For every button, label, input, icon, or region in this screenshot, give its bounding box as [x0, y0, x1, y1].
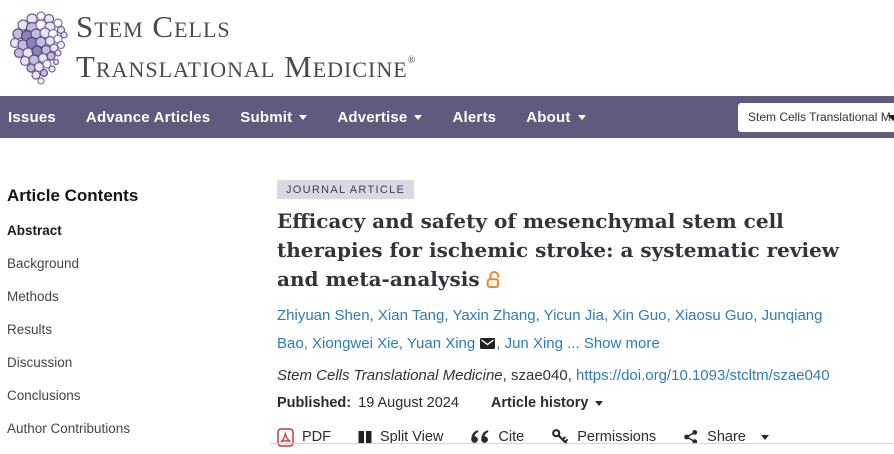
dropdown-arrow-icon — [888, 114, 894, 121]
author-separator: , — [666, 307, 675, 324]
author-separator: , — [398, 335, 407, 352]
chevron-down-icon — [299, 114, 308, 120]
author-link[interactable]: Yuan Xing — [406, 335, 476, 352]
sidebar-item-abstract[interactable]: Abstract — [7, 223, 62, 238]
article-title: Efficacy and safety of mesenchymal stem … — [277, 207, 857, 297]
article-header: JOURNAL ARTICLE Efficacy and safety of m… — [277, 180, 857, 449]
wordmark-line2: Translational Medicine® — [76, 49, 416, 84]
pdf-button[interactable]: PDF — [277, 427, 331, 447]
author-separator: , — [753, 307, 762, 324]
author-separator: , — [535, 307, 544, 324]
action-bar: PDF Split View Cite Permissions Share — [277, 425, 857, 449]
author-link[interactable]: Yicun Jia — [543, 307, 604, 324]
article-history-button[interactable]: Article history — [491, 395, 604, 411]
sidebar-item-background[interactable]: Background — [7, 256, 80, 271]
journal-article-badge: JOURNAL ARTICLE — [277, 180, 415, 199]
published-label: Published: — [277, 395, 352, 411]
author-link[interactable]: Yaxin Zhang — [452, 307, 536, 324]
journal-wordmark[interactable]: Stem Cells Translational Medicine® — [76, 10, 415, 84]
chevron-down-icon — [577, 114, 586, 120]
share-icon — [683, 429, 699, 445]
article-contents-sidebar: Article Contents Abstract Background Met… — [7, 186, 247, 454]
cite-button[interactable]: Cite — [470, 429, 524, 445]
journal-name: Stem Cells Translational Medicine — [277, 367, 503, 384]
primary-nav: Issues Advance Articles Submit Advertise… — [0, 96, 894, 138]
sidebar-item-discussion[interactable]: Discussion — [7, 355, 73, 370]
journal-selector-dropdown[interactable]: Stem Cells Translational M — [738, 102, 894, 132]
citation-line: Stem Cells Translational Medicine, szae0… — [277, 365, 857, 387]
sidebar-title: Article Contents — [7, 186, 139, 205]
sidebar-item-results[interactable]: Results — [7, 322, 53, 337]
open-access-icon[interactable] — [485, 268, 503, 297]
pdf-icon — [277, 427, 294, 447]
author-separator: , — [444, 307, 453, 324]
wordmark-line1: Stem Cells — [76, 9, 231, 44]
site-header: Stem Cells Translational Medicine® — [0, 0, 894, 96]
nav-item-advance-articles[interactable]: Advance Articles — [85, 108, 211, 126]
publication-row: Published: 19 August 2024 Article histor… — [277, 395, 857, 411]
citation-id: , szae040, — [502, 367, 577, 384]
author-separator: , — [496, 335, 505, 352]
show-more-link[interactable]: Show more — [583, 335, 660, 352]
sidebar-item-conclusions[interactable]: Conclusions — [7, 388, 81, 403]
sidebar-item-author-contributions[interactable]: Author Contributions — [7, 421, 131, 436]
author-separator: ... — [562, 335, 584, 352]
author-link[interactable]: Xiaosu Guo — [674, 307, 754, 324]
nav-item-alerts[interactable]: Alerts — [452, 108, 497, 126]
split-view-icon — [358, 430, 372, 445]
share-button[interactable]: Share — [683, 429, 769, 445]
nav-item-about[interactable]: About — [526, 109, 586, 126]
chevron-down-icon — [760, 434, 769, 440]
author-link[interactable]: Xiongwei Xie — [312, 335, 399, 352]
chevron-down-icon — [595, 400, 604, 406]
nav-item-advertise[interactable]: Advertise — [337, 109, 423, 126]
doi-link[interactable]: https://doi.org/10.1093/stcltm/szae040 — [576, 367, 830, 384]
published-date: 19 August 2024 — [358, 395, 459, 411]
content-divider — [270, 443, 894, 444]
nav-item-submit[interactable]: Submit — [240, 109, 308, 126]
author-link[interactable]: Junqiang Bao — [277, 307, 823, 352]
author-separator: , — [603, 307, 613, 324]
chevron-down-icon — [414, 114, 423, 120]
email-envelope-icon[interactable] — [480, 331, 496, 359]
cite-quote-icon — [470, 430, 490, 444]
key-icon — [551, 428, 569, 446]
author-link[interactable]: Jun Xing — [504, 335, 563, 352]
author-separator: , — [369, 307, 378, 324]
author-link[interactable]: Xian Tang — [377, 307, 445, 324]
trademark-symbol: ® — [407, 55, 416, 66]
author-separator: , — [303, 335, 313, 352]
author-link[interactable]: Xin Guo — [612, 307, 667, 324]
sidebar-item-methods[interactable]: Methods — [7, 289, 59, 304]
author-list: Zhiyuan Shen, Xian Tang, Yaxin Zhang, Yi… — [277, 302, 857, 359]
nav-item-issues[interactable]: Issues — [8, 108, 56, 126]
cell-cluster-icon — [9, 11, 68, 85]
split-view-button[interactable]: Split View — [358, 429, 443, 445]
journal-logo[interactable] — [8, 7, 72, 92]
author-link[interactable]: Zhiyuan Shen — [277, 307, 370, 324]
permissions-button[interactable]: Permissions — [551, 428, 656, 446]
